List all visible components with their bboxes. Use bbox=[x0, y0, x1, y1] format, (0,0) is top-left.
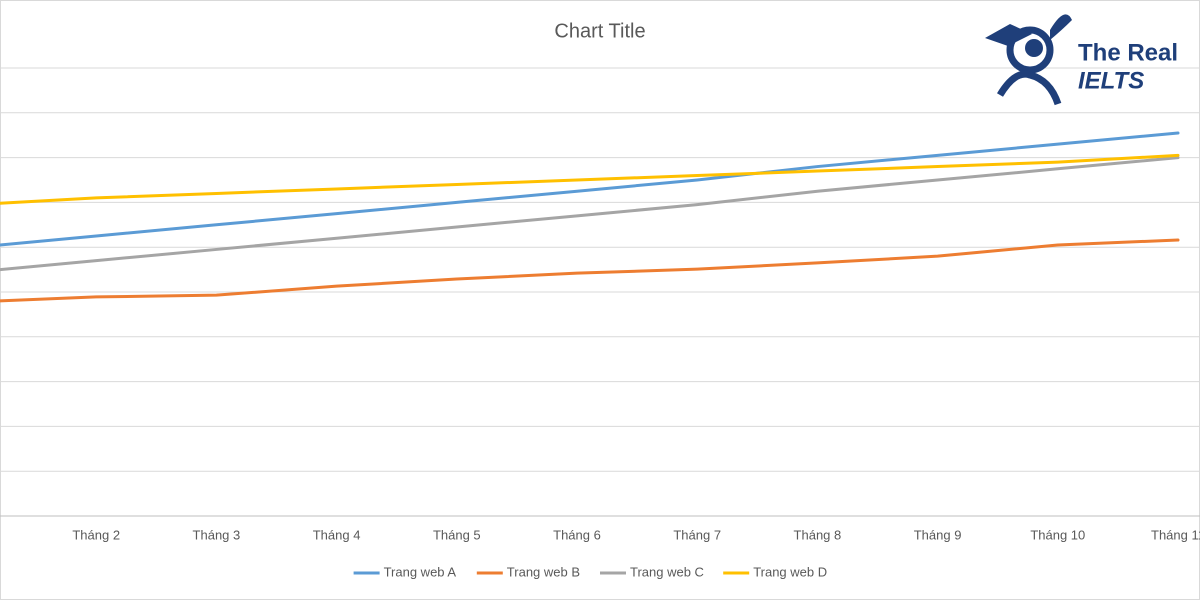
logo-icon bbox=[1006, 26, 1054, 74]
legend-label: Trang web B bbox=[507, 564, 580, 579]
x-tick-label: Tháng 9 bbox=[914, 527, 962, 542]
grid bbox=[0, 67, 1200, 517]
x-tick-label: Tháng 4 bbox=[313, 527, 361, 542]
logo: The Real IELTS bbox=[985, 14, 1178, 106]
x-tick-label: Tháng 7 bbox=[673, 527, 721, 542]
legend-label: Trang web D bbox=[753, 564, 827, 579]
x-tick-label: Tháng 10 bbox=[1030, 527, 1085, 542]
chart-title: Chart Title bbox=[554, 20, 645, 42]
series-line bbox=[0, 238, 1180, 303]
series-line bbox=[0, 153, 1180, 205]
logo-cap bbox=[985, 24, 1032, 46]
x-tick-label: Tháng 8 bbox=[794, 527, 842, 542]
x-tick-label: Tháng 2 bbox=[72, 527, 120, 542]
logo-text: The Real bbox=[1078, 39, 1178, 66]
legend-label: Trang web A bbox=[384, 564, 457, 579]
x-tick-label: Tháng 6 bbox=[553, 527, 601, 542]
x-tick-label: Tháng 5 bbox=[433, 527, 481, 542]
x-tick-label: Tháng 3 bbox=[193, 527, 241, 542]
x-tick-label: Tháng 11 bbox=[1151, 527, 1200, 542]
series-line bbox=[0, 156, 1180, 272]
logo-body bbox=[996, 70, 1062, 106]
logo-text: IELTS bbox=[1078, 67, 1144, 94]
series-line bbox=[0, 131, 1180, 247]
logo-ear bbox=[1050, 14, 1072, 40]
logo-icon-dot bbox=[1025, 39, 1043, 57]
legend-label: Trang web C bbox=[630, 564, 704, 579]
